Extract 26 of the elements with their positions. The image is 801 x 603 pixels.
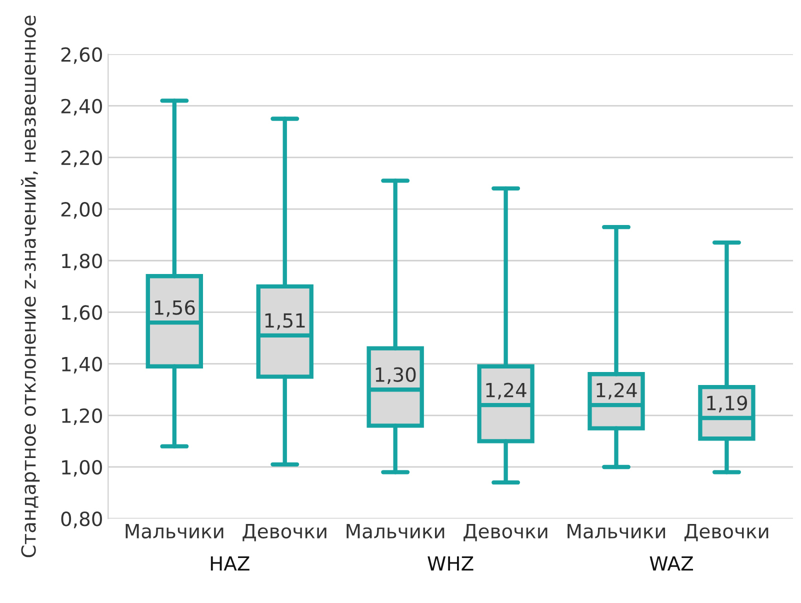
x-tick-label: Девочки xyxy=(684,524,768,542)
y-axis-title: Стандартное отклонение z-значений, невзвешенное xyxy=(20,16,40,558)
y-tick-label: 1,60 xyxy=(62,305,102,322)
y-tick-label: 1,00 xyxy=(62,460,102,477)
text: WAZ xyxy=(650,556,693,570)
text: 1,56 xyxy=(154,300,195,317)
y-tick-label: 2,40 xyxy=(61,98,102,116)
text: 1,19 xyxy=(707,396,747,412)
x-tick-label: Девочки xyxy=(242,524,326,542)
x-tick-label: Девочки xyxy=(464,524,548,542)
y-tick-label: 0,80 xyxy=(61,512,102,528)
text: 1,30 xyxy=(376,367,416,384)
y-tick-label: 2,00 xyxy=(61,202,102,219)
y-tick-label: 1,80 xyxy=(62,254,102,270)
y-tick-label: 1,20 xyxy=(62,408,102,426)
y-tick-label: 2,20 xyxy=(61,150,102,168)
text: 1,24 xyxy=(486,382,526,400)
x-tick-label: Мальчики xyxy=(346,524,444,538)
y-tick-label: 2,60 xyxy=(61,47,102,64)
text: HAZ xyxy=(210,556,250,570)
text: 1,24 xyxy=(596,382,637,400)
text: WHZ xyxy=(428,556,474,570)
x-tick-label: Мальчики xyxy=(568,524,666,538)
x-tick-label: Мальчики xyxy=(126,524,224,538)
text: 1,51 xyxy=(265,313,305,330)
y-tick-label: 1,40 xyxy=(62,356,102,374)
